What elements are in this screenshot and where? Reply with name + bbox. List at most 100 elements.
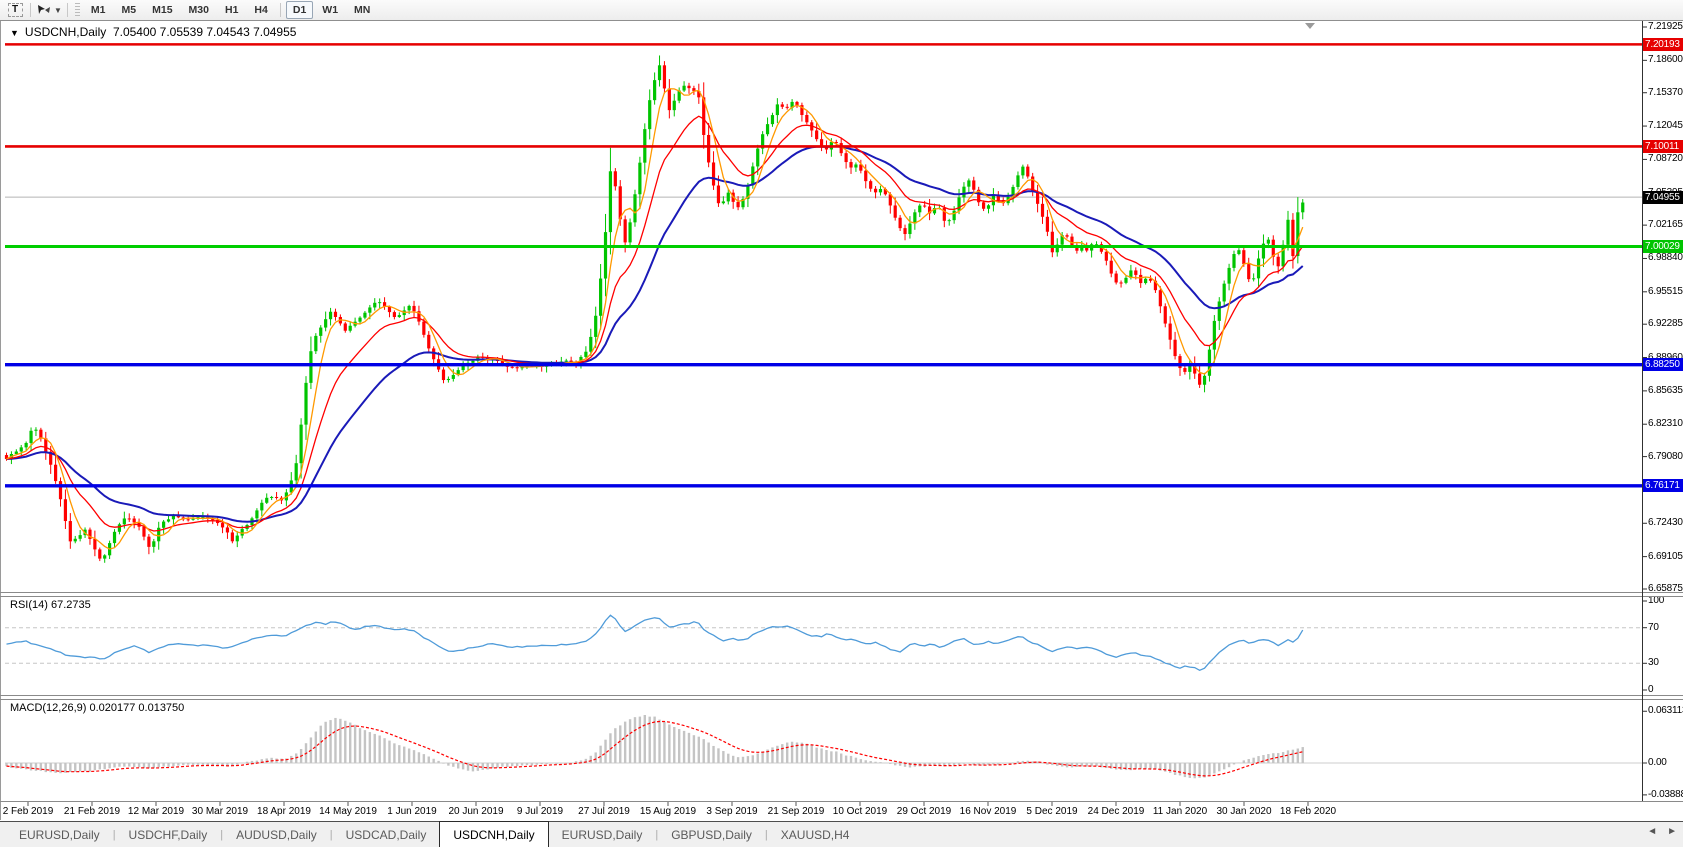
price-tick-label: 7.18600 — [1648, 54, 1683, 66]
pointer-tools-icon — [38, 5, 50, 14]
timeframe-button-h4[interactable]: H4 — [254, 4, 268, 16]
price-level-badge: 7.04955 — [1643, 190, 1683, 204]
timeframe-button-m30[interactable]: M30 — [188, 4, 209, 16]
date-tick-label: 15 Aug 2019 — [639, 806, 697, 817]
date-tick-label: 5 Dec 2019 — [1026, 806, 1078, 817]
rsi-tick-label: 100 — [1648, 595, 1665, 606]
symbol-tab-audusd[interactable]: AUDUSD,Daily — [236, 828, 317, 842]
price-level-badge: 7.20193 — [1643, 37, 1683, 51]
macd-histogram — [5, 714, 1304, 779]
price-tick-label: 7.15370 — [1648, 86, 1683, 98]
date-tick-label: 2 Feb 2019 — [2, 806, 54, 817]
date-tick-label: 10 Oct 2019 — [832, 806, 888, 817]
ma-mid-line — [6, 115, 1304, 532]
rsi-tick-label: 30 — [1648, 657, 1659, 669]
date-tick-label: 29 Oct 2019 — [896, 806, 952, 817]
symbol-tab-eurusd[interactable]: EURUSD,Daily — [561, 828, 643, 842]
timeframe-button-d1[interactable]: D1 — [285, 1, 314, 19]
rsi-tick-label: 0 — [1648, 684, 1654, 695]
toolbar-separator — [30, 3, 31, 17]
timeframe-button-h1[interactable]: H1 — [224, 4, 239, 16]
price-tick-label: 7.21925 — [1648, 21, 1683, 32]
rsi-tick-label: 70 — [1648, 621, 1659, 633]
macd-signal-line — [6, 720, 1303, 777]
timeframe-group: M1 M5 M15 M30 H1 H4 D1 W1 MN — [83, 1, 378, 19]
price-tick-label: 7.08720 — [1648, 153, 1683, 165]
macd-plot-area[interactable] — [5, 700, 1642, 801]
price-tick-label: 6.85635 — [1648, 384, 1683, 396]
timeframe-button-w1[interactable]: W1 — [322, 4, 339, 16]
symbol-tab-eurusd[interactable]: EURUSD,Daily — [19, 828, 100, 842]
symbol-tab-xauusd[interactable]: XAUUSD,H4 — [780, 828, 850, 842]
toolbar: T ▼ M1 M5 M15 M30 H1 H4 D1 W1 MN — [0, 0, 1683, 21]
macd-tick-label: -0.038887 — [1648, 788, 1683, 800]
date-tick-label: 12 Mar 2019 — [127, 806, 185, 817]
symbol-tab-usdchf[interactable]: USDCHF,Daily — [128, 828, 208, 842]
date-tick-label: 3 Sep 2019 — [706, 806, 758, 817]
toolbar-grip[interactable] — [74, 3, 80, 17]
toolbar-separator — [66, 3, 68, 17]
date-tick-label: 21 Sep 2019 — [767, 806, 825, 817]
price-tick-label: 6.88960 — [1648, 351, 1683, 363]
price-level-badge: 7.00029 — [1643, 240, 1683, 254]
chart-shift-marker-icon — [1305, 23, 1315, 29]
date-tick-label: 20 Jun 2019 — [448, 806, 504, 817]
symbol-tab-usdcad[interactable]: USDCAD,Daily — [345, 828, 427, 842]
price-level-badge: 6.88250 — [1643, 358, 1683, 372]
price-level-badge: 7.10011 — [1643, 139, 1683, 153]
date-tick-label: 18 Feb 2020 — [1279, 806, 1337, 817]
date-tick-label: 1 Jun 2019 — [387, 806, 437, 817]
price-tick-label: 6.98840 — [1648, 252, 1683, 264]
symbol-tab-usdcnh-active[interactable]: USDCNH,Daily — [439, 821, 549, 847]
date-tick-label: 27 Jul 2019 — [578, 806, 630, 817]
ma-slow-line — [6, 145, 1304, 523]
price-tick-label: 6.69105 — [1648, 550, 1683, 562]
symbol-tab-gbpusd[interactable]: GBPUSD,Daily — [671, 828, 752, 842]
text-tool-icon: T — [7, 3, 23, 17]
date-tick-label: 21 Feb 2019 — [63, 806, 121, 817]
price-tick-label: 6.65875 — [1648, 583, 1683, 594]
price-level-badge: 6.76171 — [1643, 479, 1683, 493]
date-tick-label: 18 Apr 2019 — [257, 806, 311, 817]
macd-label: MACD(12,26,9) 0.020177 0.013750 — [10, 702, 185, 714]
date-tick-label: 30 Jan 2020 — [1216, 806, 1272, 817]
date-tick-label: 14 May 2019 — [319, 806, 377, 817]
chart-title-row: ▼ USDCNH,Daily 7.05400 7.05539 7.04543 7.… — [10, 25, 296, 39]
timeframe-button-m1[interactable]: M1 — [90, 4, 106, 16]
rsi-line — [6, 614, 1304, 672]
tab-scroll-right-icon[interactable]: ► — [1667, 826, 1677, 837]
chart-symbol-title: USDCNH,Daily — [24, 25, 107, 39]
chart-menu-icon[interactable]: ▼ — [10, 28, 19, 38]
tab-separator: | — [764, 829, 768, 841]
toolbar-separator — [279, 3, 281, 17]
symbol-tab-bar: EURUSD,Daily | USDCHF,Daily | AUDUSD,Daily | U… — [0, 821, 1683, 847]
pointer-tools-button[interactable]: ▼ — [36, 2, 62, 18]
timeframe-button-mn[interactable]: MN — [354, 4, 371, 16]
date-tick-label: 9 Jul 2019 — [516, 806, 564, 817]
macd-tick-label: 0.00 — [1648, 757, 1667, 768]
date-tick-label: 30 Mar 2019 — [191, 806, 249, 817]
tab-separator: | — [329, 829, 333, 841]
tab-scroll-left-icon[interactable]: ◄ — [1647, 826, 1658, 837]
date-tick-label: 24 Dec 2019 — [1087, 806, 1145, 817]
chevron-down-icon: ▼ — [54, 5, 62, 15]
timeframe-button-m5[interactable]: M5 — [121, 4, 137, 16]
price-tick-label: 7.02165 — [1648, 219, 1683, 231]
chart-ohlc-values: 7.05400 7.05539 7.04543 7.04955 — [112, 25, 297, 39]
timeframe-button-m15[interactable]: M15 — [152, 4, 173, 16]
text-label-tool-button[interactable]: T — [5, 2, 25, 18]
tab-separator: | — [112, 829, 116, 841]
tab-separator: | — [655, 829, 659, 841]
price-tick-label: 6.82310 — [1648, 418, 1683, 430]
main-plot-area[interactable] — [5, 22, 1642, 592]
date-tick-label: 11 Jan 2020 — [1152, 806, 1208, 817]
price-tick-label: 6.79080 — [1648, 450, 1683, 462]
macd-tick-label: 0.063113 — [1648, 705, 1683, 717]
date-tick-label: 16 Nov 2019 — [959, 806, 1017, 817]
price-tick-label: 7.12045 — [1648, 120, 1683, 132]
tab-separator: | — [220, 829, 224, 841]
tab-scroll-buttons: ◄ ► — [1647, 826, 1677, 837]
rsi-plot-area[interactable] — [5, 597, 1642, 694]
